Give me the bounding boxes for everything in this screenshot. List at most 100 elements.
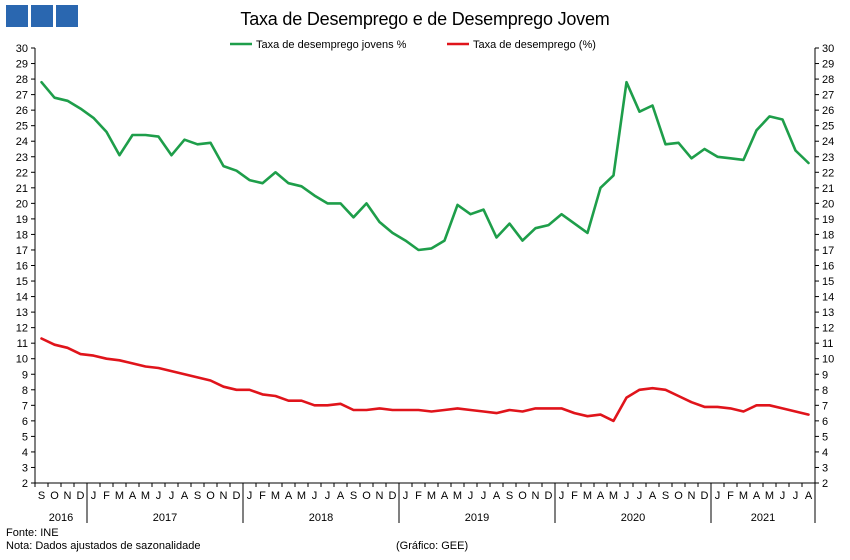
month-label: J: [312, 490, 318, 502]
y-tick-label-right: 23: [822, 152, 834, 164]
y-tick-label-right: 27: [822, 90, 834, 102]
month-label: A: [597, 490, 605, 502]
y-tick-label-right: 24: [822, 136, 834, 148]
y-tick-label-right: 2: [822, 478, 828, 490]
logo-square: [6, 5, 28, 27]
y-tick-label-right: 17: [822, 245, 834, 257]
year-label: 2016: [49, 512, 73, 524]
month-label: D: [545, 490, 553, 502]
month-label: D: [389, 490, 397, 502]
month-label: A: [493, 490, 501, 502]
y-tick-label-left: 7: [22, 400, 28, 412]
y-tick-label-right: 19: [822, 214, 834, 226]
month-label: J: [793, 490, 799, 502]
month-label: J: [637, 490, 643, 502]
year-label: 2017: [153, 512, 177, 524]
y-tick-label-left: 18: [16, 229, 28, 241]
y-tick-label-right: 29: [822, 59, 834, 71]
y-tick-label-right: 18: [822, 229, 834, 241]
y-tick-label-right: 28: [822, 74, 834, 86]
month-label: M: [115, 490, 124, 502]
month-label: J: [156, 490, 162, 502]
y-tick-label-right: 22: [822, 167, 834, 179]
month-label: N: [220, 490, 228, 502]
y-tick-label-right: 21: [822, 183, 834, 195]
y-tick-label-right: 30: [822, 43, 834, 55]
month-label: J: [481, 490, 487, 502]
series-line-total: [40, 337, 810, 423]
y-tick-label-right: 4: [822, 447, 828, 459]
month-label: J: [780, 490, 786, 502]
y-tick-label-right: 7: [822, 400, 828, 412]
y-tick-label-left: 4: [22, 447, 28, 459]
y-tick-label-left: 21: [16, 183, 28, 195]
month-label: M: [739, 490, 748, 502]
y-tick-label-left: 9: [22, 369, 28, 381]
y-tick-label-left: 19: [16, 214, 28, 226]
y-tick-label-right: 3: [822, 462, 828, 474]
month-label: J: [91, 490, 97, 502]
month-label: O: [518, 490, 527, 502]
month-label: M: [141, 490, 150, 502]
month-label: S: [350, 490, 357, 502]
year-label: 2018: [309, 512, 333, 524]
month-label: J: [403, 490, 409, 502]
y-tick-label-left: 30: [16, 43, 28, 55]
y-tick-label-right: 15: [822, 276, 834, 288]
year-label: 2020: [621, 512, 645, 524]
y-tick-label-left: 16: [16, 261, 28, 273]
y-tick-label-left: 15: [16, 276, 28, 288]
month-label: M: [427, 490, 436, 502]
month-label: O: [206, 490, 215, 502]
y-tick-label-left: 13: [16, 307, 28, 319]
month-label: S: [194, 490, 201, 502]
month-label: S: [662, 490, 669, 502]
month-label: O: [362, 490, 371, 502]
adjustment-note: Nota: Dados ajustados de sazonalidade: [6, 540, 201, 552]
month-label: M: [765, 490, 774, 502]
month-label: S: [506, 490, 513, 502]
y-tick-label-right: 6: [822, 416, 828, 428]
series-line-youth: [40, 80, 810, 252]
month-label: J: [325, 490, 331, 502]
year-label: 2021: [751, 512, 775, 524]
y-tick-label-left: 2: [22, 478, 28, 490]
y-tick-label-left: 24: [16, 136, 28, 148]
y-tick-label-left: 23: [16, 152, 28, 164]
y-tick-label-left: 11: [17, 338, 28, 350]
month-label: D: [701, 490, 709, 502]
y-tick-label-right: 16: [822, 261, 834, 273]
month-label: D: [77, 490, 85, 502]
month-label: N: [532, 490, 540, 502]
y-tick-label-left: 6: [22, 416, 28, 428]
month-label: A: [129, 490, 137, 502]
month-label: M: [453, 490, 462, 502]
y-tick-label-right: 9: [822, 369, 828, 381]
month-label: F: [415, 490, 422, 502]
y-tick-label-right: 10: [822, 354, 834, 366]
y-tick-label-left: 22: [16, 167, 28, 179]
y-tick-label-left: 12: [16, 323, 28, 335]
year-label: 2019: [465, 512, 489, 524]
y-tick-label-right: 12: [822, 323, 834, 335]
month-label: F: [103, 490, 110, 502]
month-label: J: [247, 490, 253, 502]
month-label: M: [297, 490, 306, 502]
y-tick-label-left: 8: [22, 385, 28, 397]
y-tick-label-left: 17: [16, 245, 28, 257]
y-tick-label-left: 5: [22, 431, 28, 443]
y-tick-label-left: 10: [16, 354, 28, 366]
month-label: O: [50, 490, 59, 502]
y-tick-label-right: 26: [822, 105, 834, 117]
month-label: S: [38, 490, 45, 502]
y-tick-label-left: 25: [16, 121, 28, 133]
y-tick-label-right: 11: [822, 338, 833, 350]
month-label: A: [649, 490, 657, 502]
month-label: J: [169, 490, 175, 502]
y-tick-label-right: 13: [822, 307, 834, 319]
month-label: F: [727, 490, 734, 502]
month-label: F: [259, 490, 266, 502]
month-label: A: [753, 490, 761, 502]
month-label: O: [674, 490, 683, 502]
